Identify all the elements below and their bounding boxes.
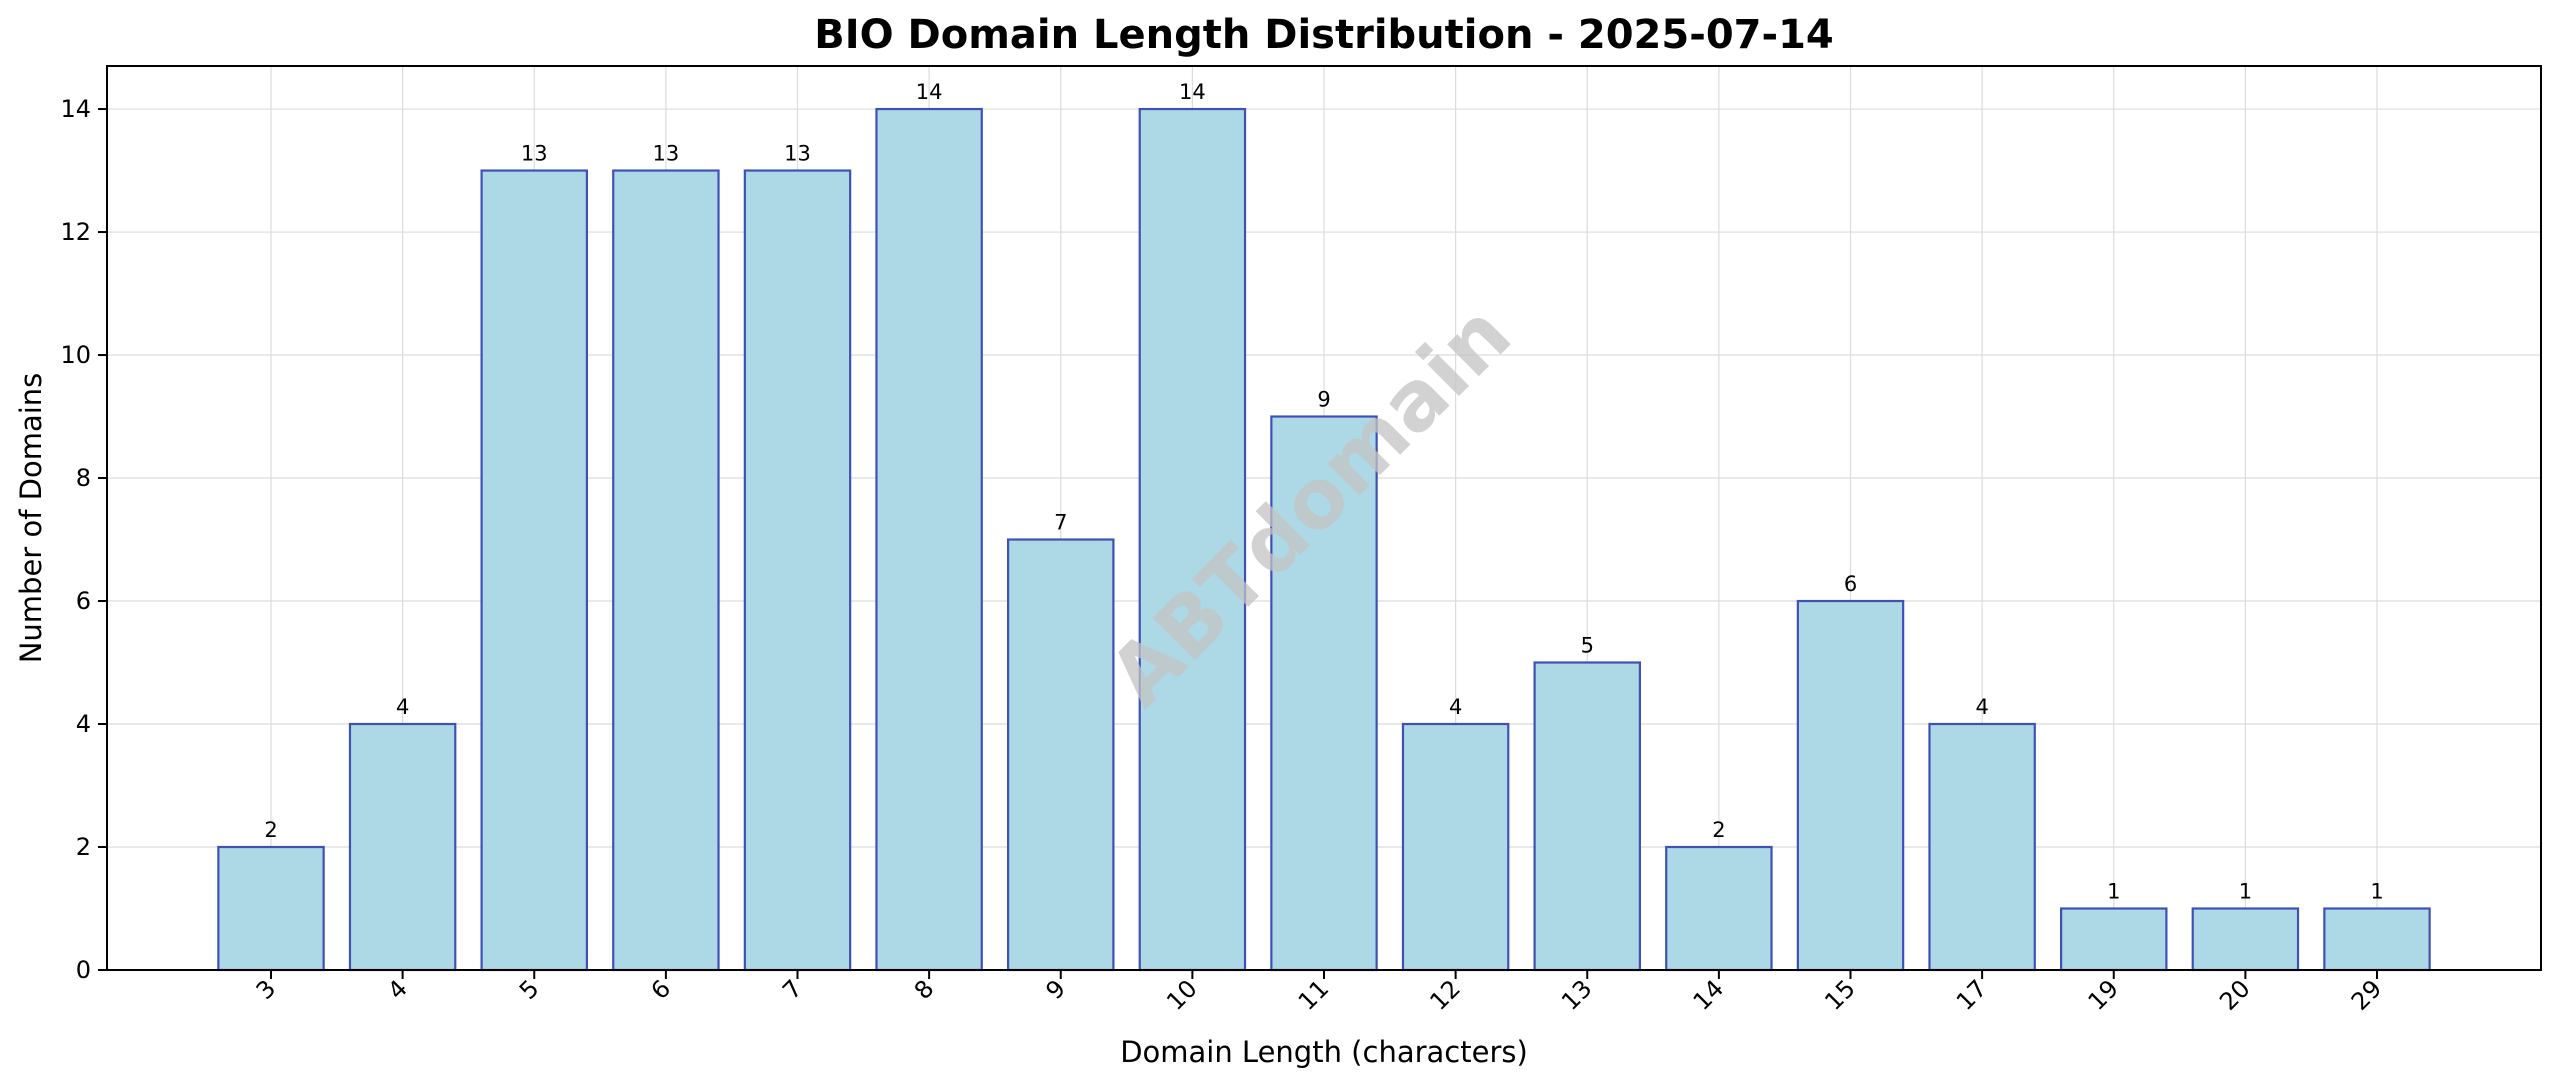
y-tick-label: 8	[76, 464, 91, 492]
bar-value-label: 5	[1581, 634, 1594, 658]
x-tick-label: 6	[646, 974, 677, 1005]
bar	[1006, 538, 1115, 972]
x-tick-label: 15	[1819, 974, 1860, 1015]
bar	[612, 169, 720, 972]
x-tick-label: 3	[251, 974, 282, 1005]
bar	[2060, 907, 2168, 972]
bar-value-label: 4	[1449, 695, 1462, 719]
y-tick-label: 10	[60, 341, 91, 369]
bar	[2191, 907, 2300, 972]
bar-value-label: 6	[1844, 572, 1857, 596]
y-axis-ticks: 0 2 4 6 8 10 12 14	[60, 95, 107, 984]
x-tick-label: 7	[777, 974, 808, 1005]
y-tick-label: 0	[76, 956, 91, 984]
x-tick-label: 14	[1688, 974, 1729, 1015]
bar-value-label: 13	[653, 142, 680, 166]
bar	[480, 169, 589, 972]
y-tick-label: 4	[76, 710, 91, 738]
bar-value-label: 4	[1975, 695, 1988, 719]
x-tick-label: 13	[1556, 974, 1597, 1015]
bar-value-label: 1	[2107, 880, 2120, 904]
bar	[1401, 722, 1510, 972]
x-tick-label: 19	[2083, 974, 2124, 1015]
bar-value-label: 4	[396, 695, 409, 719]
bar-value-label: 14	[916, 80, 943, 104]
y-tick-label: 12	[60, 218, 91, 246]
y-axis-label: Number of Domains	[14, 373, 48, 664]
bar	[1796, 599, 1905, 972]
x-tick-label: 20	[2214, 974, 2255, 1015]
bar	[348, 722, 457, 972]
bars	[217, 107, 2431, 972]
bar	[217, 845, 325, 972]
y-tick-label: 2	[76, 833, 91, 861]
bar	[875, 107, 983, 972]
x-tick-label: 10	[1161, 974, 1202, 1015]
bar	[743, 169, 852, 972]
x-tick-label: 4	[382, 974, 413, 1005]
bar	[1533, 661, 1641, 972]
x-tick-label: 29	[2346, 974, 2387, 1015]
chart-title: BIO Domain Length Distribution - 2025-07…	[814, 12, 1834, 58]
y-tick-label: 6	[76, 587, 91, 615]
bar-value-label: 9	[1317, 388, 1330, 412]
x-axis-ticks: 3 4 5 6 7 8 9 10 11 12 13 14 15 17 19 20 29	[251, 970, 2387, 1016]
bar	[1270, 415, 1378, 972]
x-tick-label: 9	[1040, 974, 1071, 1005]
bar-value-label: 1	[2239, 880, 2252, 904]
bar-value-label: 2	[1712, 818, 1725, 842]
bar	[1665, 845, 1773, 972]
bar-value-label: 2	[264, 818, 277, 842]
x-tick-label: 8	[909, 974, 940, 1005]
bar-value-label: 13	[784, 142, 811, 166]
bar-value-label: 13	[521, 142, 548, 166]
x-tick-label: 5	[514, 974, 545, 1005]
bar	[1138, 107, 1247, 972]
bar-value-label: 14	[1179, 80, 1206, 104]
x-axis-label: Domain Length (characters)	[1120, 1035, 1528, 1069]
y-tick-label: 14	[60, 95, 91, 123]
bar-value-label: 1	[2370, 880, 2383, 904]
bar	[1928, 722, 2036, 972]
bar-value-label: 7	[1054, 511, 1067, 535]
bar-value-labels: 2 4 13 13 13 14 7 14 9 4 5 2 6 4 1 1 1	[264, 80, 2383, 903]
x-tick-label: 17	[1951, 974, 1992, 1015]
x-tick-label: 11	[1293, 974, 1334, 1015]
bar	[2323, 907, 2431, 972]
x-tick-label: 12	[1424, 974, 1465, 1015]
